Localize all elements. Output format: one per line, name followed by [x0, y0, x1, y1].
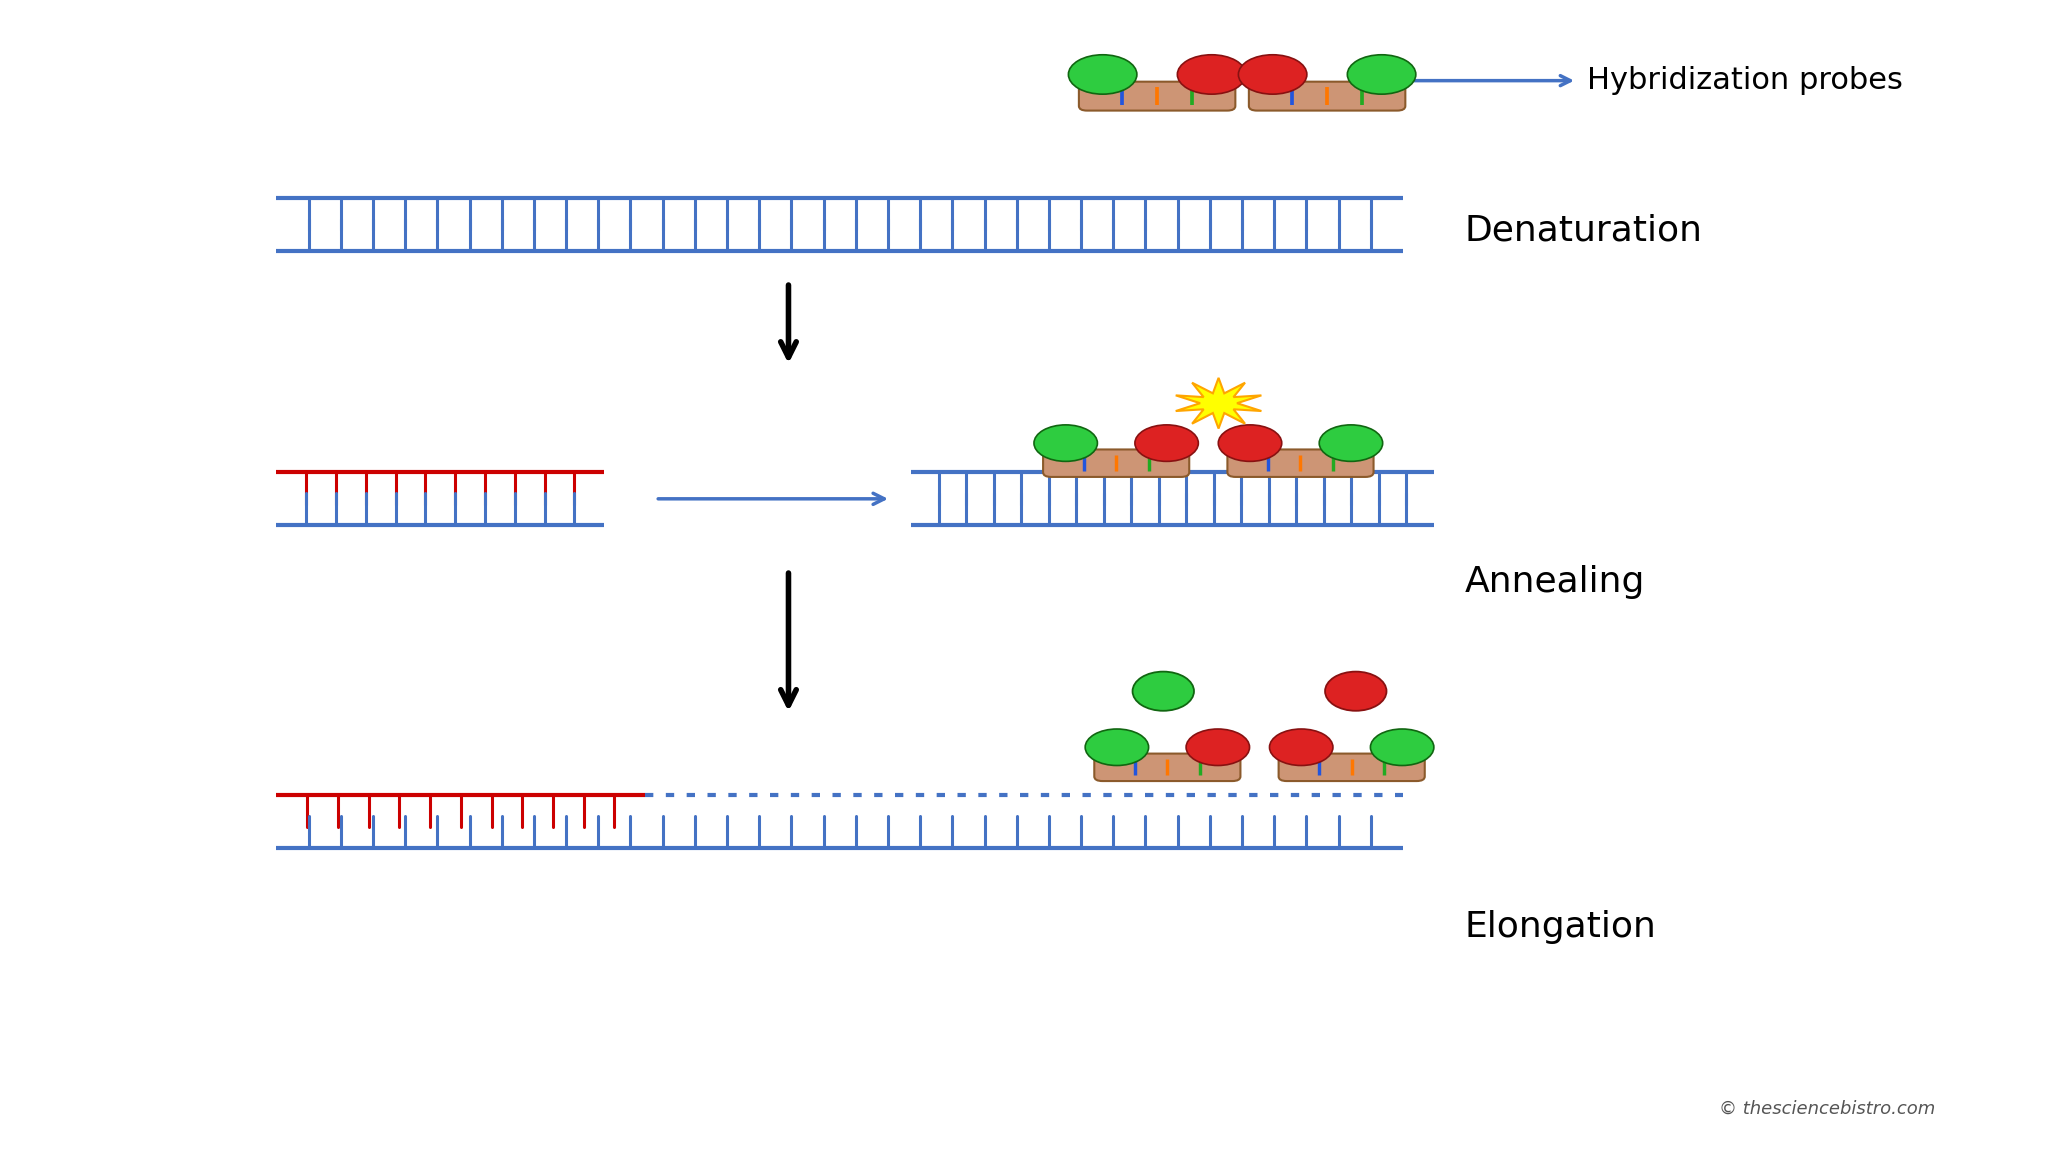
Text: Annealing: Annealing — [1464, 564, 1645, 599]
FancyBboxPatch shape — [1249, 82, 1405, 111]
Polygon shape — [1176, 378, 1262, 429]
Text: © thesciencebistro.com: © thesciencebistro.com — [1718, 1099, 1935, 1117]
Ellipse shape — [1135, 425, 1198, 461]
Ellipse shape — [1133, 672, 1194, 711]
Ellipse shape — [1319, 425, 1382, 461]
Ellipse shape — [1270, 729, 1333, 765]
Ellipse shape — [1239, 55, 1307, 94]
Ellipse shape — [1178, 55, 1245, 94]
Ellipse shape — [1325, 672, 1386, 711]
Text: Denaturation: Denaturation — [1464, 213, 1702, 248]
Text: Hybridization probes: Hybridization probes — [1587, 66, 1903, 96]
Ellipse shape — [1219, 425, 1282, 461]
Ellipse shape — [1348, 55, 1415, 94]
FancyBboxPatch shape — [1042, 449, 1190, 477]
Ellipse shape — [1034, 425, 1098, 461]
FancyBboxPatch shape — [1079, 82, 1235, 111]
Ellipse shape — [1370, 729, 1434, 765]
FancyBboxPatch shape — [1227, 449, 1374, 477]
Ellipse shape — [1186, 729, 1249, 765]
FancyBboxPatch shape — [1278, 753, 1425, 781]
Ellipse shape — [1085, 729, 1149, 765]
Text: Elongation: Elongation — [1464, 910, 1657, 945]
FancyBboxPatch shape — [1094, 753, 1241, 781]
Ellipse shape — [1069, 55, 1137, 94]
